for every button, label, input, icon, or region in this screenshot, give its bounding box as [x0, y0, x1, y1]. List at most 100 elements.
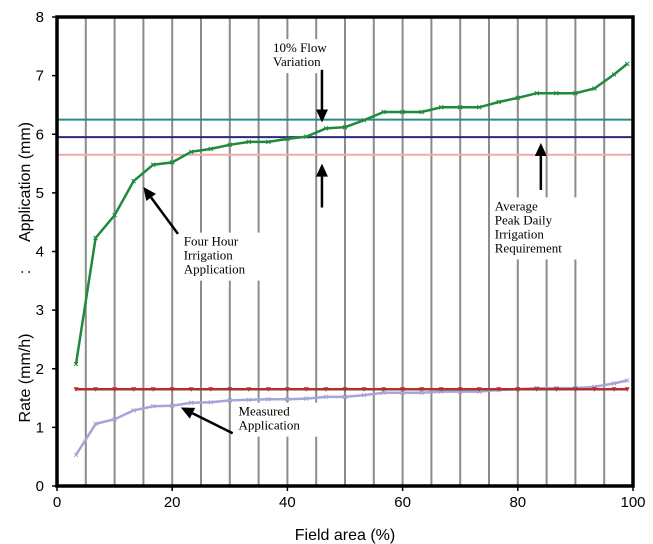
data-point: [93, 387, 99, 392]
data-point: [93, 421, 98, 427]
data-point: [342, 387, 348, 392]
annotation-text: Average: [495, 198, 538, 213]
data-point: [496, 99, 502, 105]
data-point: [611, 387, 617, 392]
arrow-head: [143, 187, 156, 202]
annotation-text: Variation: [273, 54, 321, 69]
y-axis-title-rate: Rate (mm/h): [17, 334, 34, 423]
arrow-head: [315, 109, 328, 123]
data-point: [112, 416, 117, 422]
data-point: [381, 387, 387, 392]
arrow-shaft: [191, 412, 234, 435]
data-point: [361, 392, 367, 398]
x-tick-label: 60: [394, 494, 411, 511]
annotation-text: Four Hour: [184, 234, 239, 249]
data-point: [400, 387, 406, 392]
data-point: [534, 387, 540, 392]
data-point: [246, 387, 252, 392]
data-point: [73, 387, 79, 392]
annotation-text: Application: [238, 418, 300, 433]
data-point: [342, 124, 348, 130]
data-point: [188, 149, 194, 155]
series-line: [74, 62, 628, 365]
arrows: [143, 69, 547, 435]
data-point: [591, 387, 597, 392]
y-axis-title-application: Application (mm): [17, 122, 34, 242]
data-point: [150, 387, 156, 392]
data-point: [553, 387, 559, 392]
data-point: [400, 109, 405, 115]
x-tick-label: 20: [164, 494, 181, 511]
data-point: [476, 104, 482, 110]
data-point: [208, 387, 214, 392]
data-point: [150, 162, 156, 168]
data-point: [592, 86, 597, 91]
y-tick-label: 1: [36, 419, 44, 436]
arrow-head: [315, 163, 328, 177]
data-point: [438, 104, 444, 110]
data-point: [572, 387, 578, 392]
data-point: [131, 408, 136, 413]
data-point: [476, 387, 482, 392]
arrow-head: [180, 407, 196, 419]
data-point: [246, 397, 252, 403]
data-point: [131, 178, 136, 184]
data-point: [188, 387, 194, 392]
data-point: [419, 387, 425, 392]
data-point: [169, 403, 175, 409]
data-point: [342, 394, 348, 400]
y-tick-label: 4: [36, 244, 44, 261]
annotation-text: 10% Flow: [273, 40, 327, 55]
annotation-box: [179, 232, 270, 281]
data-point: [208, 146, 214, 152]
data-point: [611, 72, 617, 77]
annotation-box: [490, 197, 581, 260]
data-point: [169, 387, 175, 392]
y-tick-label: 0: [36, 478, 44, 495]
data-point: [611, 381, 617, 386]
data-point: [400, 390, 405, 396]
data-point: [496, 387, 502, 392]
data-point: [285, 136, 290, 142]
annotation-text: Application: [184, 262, 246, 277]
data-point: [227, 387, 233, 392]
data-point: [304, 396, 309, 402]
x-axis-title: Field area (%): [295, 527, 395, 544]
data-point: [208, 399, 214, 405]
annotation-text: Requirement: [495, 240, 563, 255]
data-point: [624, 61, 630, 67]
data-point: [361, 117, 367, 123]
axis-ticks: 0 20 40 60 80 100 0 1 2 3 4 5 6 7 8: [36, 9, 646, 511]
annotation-box: [234, 402, 324, 437]
annotation-box: [269, 39, 344, 74]
data-point: [112, 387, 118, 392]
data-point: [515, 95, 521, 101]
data-point: [227, 142, 233, 148]
y-axis-title-separator: :: [17, 270, 34, 274]
data-point: [93, 235, 98, 241]
x-tick-label: 0: [53, 494, 61, 511]
y-tick-label: 5: [36, 185, 44, 202]
data-point: [323, 394, 329, 400]
data-point: [457, 104, 463, 110]
x-tick-label: 40: [279, 494, 296, 511]
data-point: [323, 126, 329, 131]
data-point: [131, 387, 137, 392]
x-tick-label: 100: [620, 494, 645, 511]
annotation-text: Measured: [238, 404, 290, 419]
data-point: [573, 90, 578, 96]
x-tick-label: 80: [509, 494, 526, 511]
data-point: [304, 134, 309, 139]
data-point: [112, 212, 117, 218]
data-point: [285, 396, 290, 402]
data-point: [284, 387, 290, 392]
data-point: [419, 390, 424, 396]
data-point: [381, 390, 386, 396]
data-point: [361, 387, 367, 392]
data-point: [457, 387, 463, 392]
data-point: [554, 90, 559, 96]
y-tick-label: 2: [36, 361, 44, 378]
